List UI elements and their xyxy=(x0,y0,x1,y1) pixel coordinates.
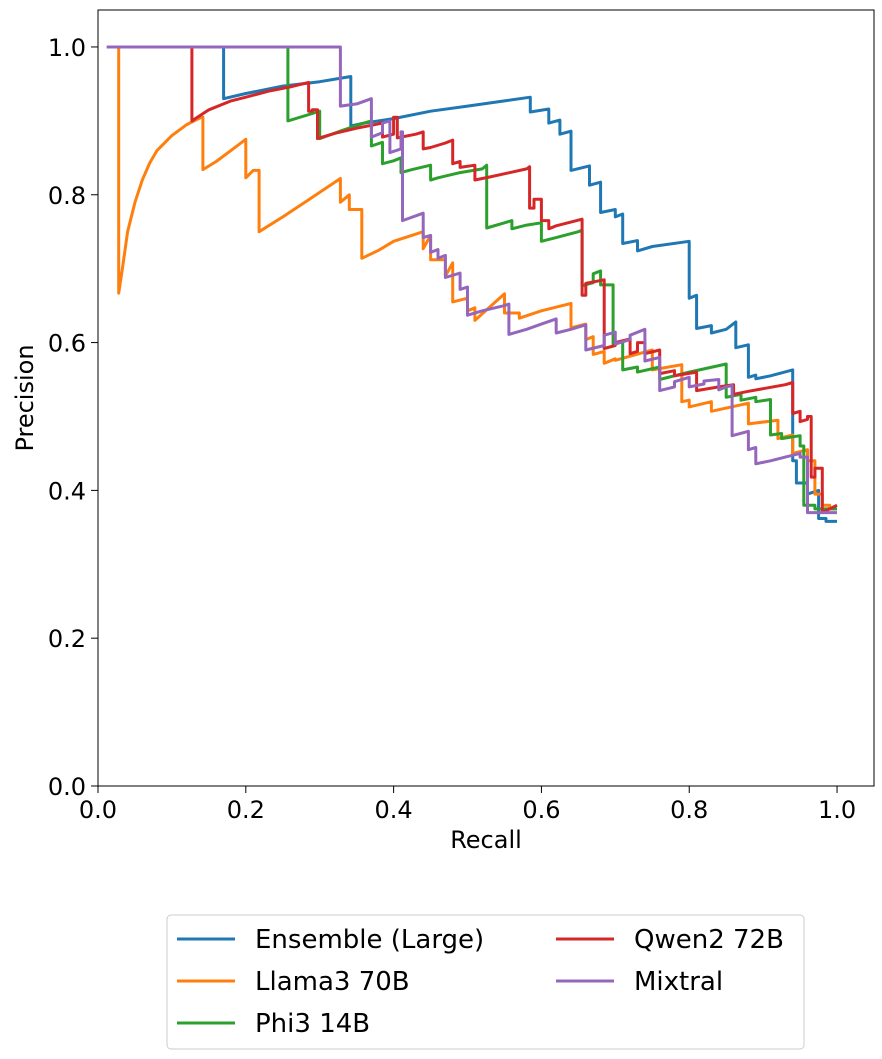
legend-label: Mixtral xyxy=(634,967,723,997)
x-tick-label: 0.4 xyxy=(375,796,413,824)
x-tick-label: 0.2 xyxy=(227,796,265,824)
x-axis-label: Recall xyxy=(450,826,522,854)
x-tick-label: 0.0 xyxy=(79,796,117,824)
series-line-1 xyxy=(106,45,837,523)
series-line-5 xyxy=(106,45,837,515)
y-tick-label: 0.2 xyxy=(48,625,86,653)
legend-label: Llama3 70B xyxy=(255,967,410,997)
x-axis: 0.0 0.2 0.4 0.6 0.8 1.0 xyxy=(79,786,856,824)
y-axis-label: Precision xyxy=(11,344,39,451)
y-tick-label: 0.4 xyxy=(48,477,86,505)
legend-label: Phi3 14B xyxy=(255,1009,370,1039)
y-tick-label: 0.0 xyxy=(48,773,86,801)
legend-label: Qwen2 72B xyxy=(634,925,784,955)
series-layer xyxy=(106,45,838,523)
y-tick-label: 1.0 xyxy=(48,34,86,62)
series-line-4 xyxy=(106,45,838,515)
y-tick-label: 0.6 xyxy=(48,330,86,358)
legend: Ensemble (Large) Llama3 70B Phi3 14B Qwen2 … xyxy=(166,914,805,1050)
plot-frame xyxy=(97,9,875,787)
y-tick-label: 0.8 xyxy=(48,182,86,210)
x-tick-label: 0.6 xyxy=(522,796,560,824)
legend-label: Ensemble (Large) xyxy=(255,925,484,955)
x-tick-label: 1.0 xyxy=(818,796,856,824)
legend-frame xyxy=(166,914,805,1050)
plot-background xyxy=(98,10,874,786)
y-axis: 0.0 0.2 0.4 0.6 0.8 1.0 xyxy=(48,34,98,801)
x-tick-label: 0.8 xyxy=(670,796,708,824)
